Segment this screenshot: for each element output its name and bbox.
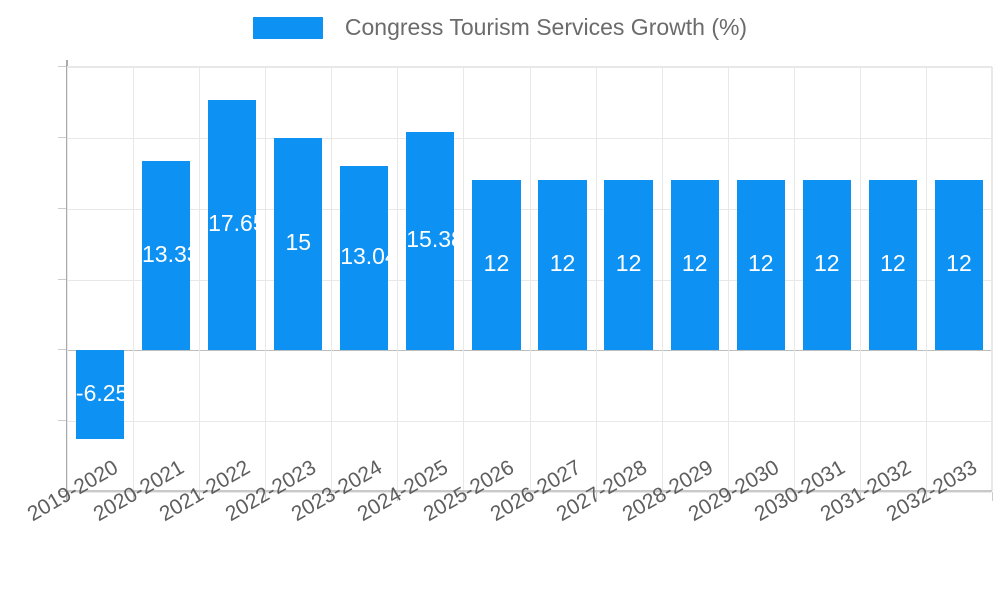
x-axis-tick-mark (595, 492, 597, 501)
gridline-horizontal (67, 208, 991, 210)
x-axis-tick-mark (661, 492, 663, 501)
x-axis-tick-mark (925, 492, 927, 501)
plot-area: -6.25 13.33 17.65 15 13.04 15.38 12 12 12 12 12 12 1… (67, 66, 993, 493)
y-axis-tick-mark (58, 207, 66, 209)
legend-item-congress-tourism-services-growth[interactable]: Congress Tourism Services Growth (%) (252, 14, 748, 41)
gridline-vertical (67, 67, 68, 491)
x-axis-tick-mark (463, 492, 465, 501)
gridline-vertical (992, 67, 993, 491)
bar[interactable] (802, 180, 851, 351)
gridline-vertical (265, 67, 267, 491)
bar-series: -6.25 13.33 17.65 15 13.04 15.38 12 12 12 12 12 12 1… (67, 67, 991, 491)
gridline-vertical (727, 67, 729, 491)
x-axis-spine (67, 490, 992, 492)
y-axis-tick-mark (58, 66, 66, 67)
gridline-vertical (397, 67, 399, 491)
bar[interactable] (75, 350, 125, 439)
bar[interactable] (208, 100, 257, 351)
x-axis-tick-mark (265, 492, 267, 501)
x-axis: 2019-2020 2020-2021 2021-2022 2022-2023 2023… (24, 456, 993, 600)
bar[interactable] (538, 180, 587, 351)
legend-color-swatch-icon (252, 16, 323, 39)
gridline-vertical (529, 67, 531, 491)
y-axis-tick-mark (58, 491, 66, 492)
x-axis-tick-mark (859, 492, 861, 501)
bar[interactable] (141, 161, 191, 351)
bar[interactable] (736, 180, 785, 351)
x-axis-tick-mark (397, 492, 399, 501)
legend-label: Congress Tourism Services Growth (%) (344, 14, 748, 40)
gridlines (67, 67, 993, 493)
gridline-horizontal (67, 492, 991, 493)
y-axis-tick-mark (58, 278, 66, 280)
bar[interactable] (340, 165, 389, 351)
bar[interactable] (406, 132, 455, 351)
x-axis-tick-mark (793, 492, 795, 501)
gridline-horizontal (67, 137, 991, 139)
gridline-vertical (595, 67, 597, 491)
y-axis-tick-mark (58, 349, 66, 351)
bar[interactable] (670, 180, 719, 351)
zero-line (67, 350, 991, 352)
gridline-horizontal (67, 67, 991, 68)
gridline-vertical (859, 67, 861, 491)
chart-legend: Congress Tourism Services Growth (%) (0, 0, 1000, 55)
gridline-vertical (925, 67, 927, 491)
gridline-vertical (133, 67, 135, 491)
x-axis-tick-mark (199, 492, 201, 501)
x-axis-tick-mark (331, 492, 333, 501)
gridline-horizontal (67, 421, 991, 423)
gridline-vertical (661, 67, 663, 491)
gridline-vertical (331, 67, 333, 491)
x-axis-tick-mark (529, 492, 531, 501)
bar[interactable] (604, 180, 653, 351)
bar[interactable] (274, 137, 323, 351)
y-axis-tick-mark (58, 136, 66, 138)
gridline-vertical (793, 67, 795, 491)
gridline-horizontal (67, 279, 991, 281)
x-axis-tick-mark (67, 492, 68, 501)
bar[interactable] (934, 180, 984, 351)
gridline-vertical (463, 67, 465, 491)
bar[interactable] (868, 180, 917, 351)
x-axis-tick-mark (133, 492, 135, 501)
gridline-vertical (199, 67, 201, 491)
y-axis-tick-mark (58, 420, 66, 422)
bar[interactable] (472, 180, 521, 351)
x-axis-tick-mark (727, 492, 729, 501)
x-axis-tick-mark (992, 492, 993, 501)
